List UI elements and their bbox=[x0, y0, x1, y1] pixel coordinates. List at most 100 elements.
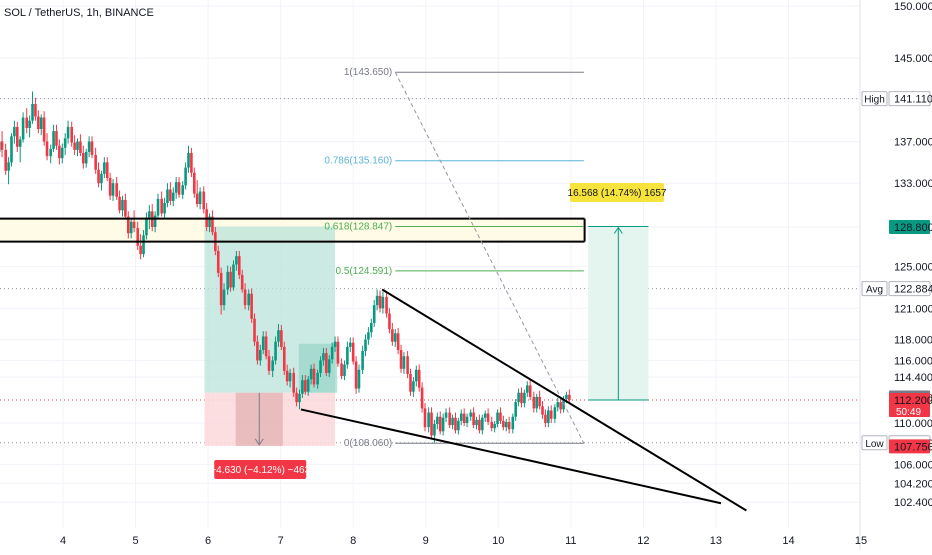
candle-body bbox=[52, 131, 55, 149]
candle-body bbox=[19, 139, 22, 146]
candle-body bbox=[538, 397, 541, 406]
fib-level-label: 0.786(135.160) bbox=[324, 156, 392, 167]
candle-body bbox=[568, 395, 571, 400]
candle-body bbox=[244, 290, 247, 306]
candle-body bbox=[190, 153, 193, 173]
time-tick-label: 6 bbox=[205, 535, 211, 547]
candle-body bbox=[94, 155, 97, 170]
candle bbox=[118, 191, 121, 214]
candle-body bbox=[262, 336, 265, 350]
candle-body bbox=[295, 393, 298, 402]
candle-body bbox=[28, 121, 31, 128]
price-axis[interactable]: 150.000145.000137.000133.000125.000121.0… bbox=[860, 0, 932, 550]
candle bbox=[514, 399, 517, 421]
candle-body bbox=[472, 413, 475, 426]
candle bbox=[400, 345, 403, 373]
candle bbox=[361, 346, 364, 374]
candle-body bbox=[268, 356, 271, 371]
candle-body bbox=[463, 414, 466, 423]
candle bbox=[436, 413, 439, 430]
price-tick-label: 110.000 bbox=[894, 418, 932, 430]
candle-body bbox=[97, 170, 100, 184]
fib-level-label: 0.618(128.847) bbox=[324, 222, 392, 233]
candle-body bbox=[91, 142, 94, 156]
candle bbox=[541, 401, 544, 419]
candle-body bbox=[31, 104, 34, 121]
price-tick-label: 106.000 bbox=[894, 460, 932, 472]
candle bbox=[232, 260, 235, 290]
candle bbox=[172, 187, 175, 206]
measure-result-label: 16.568 (14.74%) 1657 bbox=[568, 188, 667, 199]
candle-body bbox=[154, 216, 157, 227]
candle bbox=[205, 203, 208, 231]
candle-body bbox=[256, 342, 259, 361]
candle bbox=[37, 110, 40, 133]
candle bbox=[211, 210, 214, 235]
candle-body bbox=[331, 347, 334, 360]
candle-body bbox=[157, 199, 160, 216]
candle-body bbox=[448, 413, 451, 426]
candle-body bbox=[103, 162, 106, 173]
candle-body bbox=[316, 373, 319, 384]
candle-body bbox=[550, 410, 553, 418]
candle bbox=[415, 366, 418, 387]
candle-body bbox=[358, 370, 361, 389]
candle-body bbox=[106, 162, 109, 178]
candle-body bbox=[499, 413, 502, 421]
candle bbox=[10, 133, 13, 166]
price-tick-label: 145.000 bbox=[894, 53, 932, 65]
candle bbox=[16, 122, 19, 152]
candle-body bbox=[298, 394, 301, 402]
candle-body bbox=[10, 136, 13, 162]
candle bbox=[184, 162, 187, 189]
candle-body bbox=[517, 393, 520, 402]
candle-body bbox=[529, 385, 532, 396]
candle-body bbox=[322, 353, 325, 360]
candle-body bbox=[61, 148, 64, 158]
candle bbox=[517, 389, 520, 407]
candle bbox=[484, 410, 487, 421]
candle-body bbox=[46, 142, 49, 157]
candle bbox=[202, 186, 205, 213]
candle-body bbox=[16, 127, 19, 147]
candle bbox=[103, 157, 106, 178]
candle-body bbox=[202, 192, 205, 210]
candle-body bbox=[382, 297, 385, 308]
candle bbox=[70, 122, 73, 147]
candle-body bbox=[451, 418, 454, 425]
candle bbox=[364, 334, 367, 356]
candle-body bbox=[187, 153, 190, 168]
candle bbox=[538, 391, 541, 410]
candle-body bbox=[133, 222, 136, 228]
candle bbox=[124, 194, 127, 220]
price-badge: 141.110 High bbox=[862, 92, 932, 106]
candle bbox=[88, 136, 91, 157]
candle bbox=[394, 329, 397, 347]
price-tick-label: 133.000 bbox=[894, 178, 932, 190]
price-badge-label: 141.110 bbox=[894, 94, 932, 106]
candle-body bbox=[7, 162, 10, 170]
candle-body bbox=[442, 418, 445, 432]
candle-body bbox=[370, 323, 373, 332]
short-result-label: −4.630 (−4.12%) −463 bbox=[210, 465, 310, 476]
candle bbox=[58, 139, 61, 164]
candle-body bbox=[346, 347, 349, 365]
fib-trend-line[interactable] bbox=[395, 72, 584, 443]
candle bbox=[91, 136, 94, 158]
candle bbox=[376, 290, 379, 311]
price-badge: 128.800 bbox=[889, 220, 932, 234]
price-badge-label: 107.750 bbox=[894, 441, 932, 453]
candle-body bbox=[241, 275, 244, 290]
candle bbox=[52, 125, 55, 152]
candle-body bbox=[247, 294, 250, 305]
candle-body bbox=[232, 265, 235, 288]
price-tag-label: High bbox=[864, 95, 885, 106]
candle bbox=[550, 405, 553, 423]
candle bbox=[82, 146, 85, 169]
candle-body bbox=[169, 189, 172, 200]
candle-body bbox=[163, 203, 166, 213]
candle-body bbox=[397, 333, 400, 350]
